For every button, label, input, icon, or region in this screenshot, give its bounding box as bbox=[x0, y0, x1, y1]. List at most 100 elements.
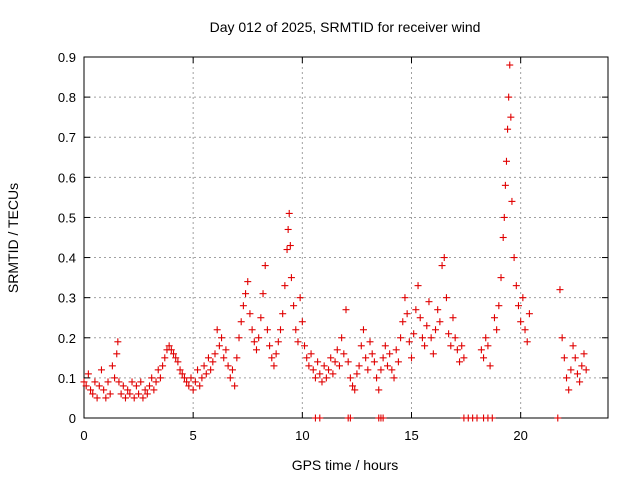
data-point bbox=[381, 342, 389, 350]
data-point bbox=[285, 209, 293, 217]
data-point bbox=[191, 378, 199, 386]
y-tick-label: 0.6 bbox=[58, 170, 76, 185]
data-point bbox=[89, 390, 97, 398]
data-point bbox=[91, 378, 99, 386]
y-tick-label: 0.5 bbox=[58, 210, 76, 225]
data-point bbox=[497, 274, 505, 282]
data-point bbox=[525, 310, 533, 318]
zero-point bbox=[346, 414, 354, 422]
y-tick-label: 0.4 bbox=[58, 251, 76, 266]
data-point bbox=[239, 302, 247, 310]
data-point bbox=[436, 318, 444, 326]
data-point bbox=[270, 362, 278, 370]
data-point bbox=[401, 294, 409, 302]
data-point bbox=[484, 342, 492, 350]
data-point bbox=[115, 378, 123, 386]
data-point bbox=[80, 378, 88, 386]
data-point bbox=[126, 390, 134, 398]
data-point bbox=[351, 386, 359, 394]
data-point bbox=[569, 342, 577, 350]
y-tick-label: 0.2 bbox=[58, 331, 76, 346]
data-point bbox=[213, 326, 221, 334]
data-point bbox=[189, 386, 197, 394]
data-point bbox=[228, 366, 236, 374]
data-point bbox=[440, 254, 448, 262]
data-point bbox=[82, 382, 90, 390]
data-point bbox=[578, 362, 586, 370]
data-point bbox=[121, 394, 129, 402]
data-point bbox=[141, 386, 149, 394]
data-point bbox=[449, 314, 457, 322]
data-point bbox=[252, 346, 260, 354]
data-point bbox=[346, 374, 354, 382]
y-tick-label: 0.3 bbox=[58, 291, 76, 306]
data-point bbox=[500, 213, 508, 221]
data-point bbox=[438, 262, 446, 270]
data-point bbox=[95, 382, 103, 390]
data-point bbox=[567, 366, 575, 374]
data-point bbox=[218, 334, 226, 342]
data-point bbox=[272, 350, 280, 358]
data-point bbox=[211, 350, 219, 358]
y-tick-label: 0.8 bbox=[58, 90, 76, 105]
data-point bbox=[338, 334, 346, 342]
data-point bbox=[510, 254, 518, 262]
data-point bbox=[502, 157, 510, 165]
data-point bbox=[379, 354, 387, 362]
data-point bbox=[106, 390, 114, 398]
data-point bbox=[135, 390, 143, 398]
data-point bbox=[368, 350, 376, 358]
data-point bbox=[386, 350, 394, 358]
data-point bbox=[266, 342, 274, 350]
data-point bbox=[414, 282, 422, 290]
data-point bbox=[198, 374, 206, 382]
data-point bbox=[495, 302, 503, 310]
data-point bbox=[180, 374, 188, 382]
data-point bbox=[257, 314, 265, 322]
data-point bbox=[318, 378, 326, 386]
data-point bbox=[456, 358, 464, 366]
zero-point bbox=[488, 414, 496, 422]
y-tick-label: 0 bbox=[69, 411, 76, 426]
data-point bbox=[486, 362, 494, 370]
data-point bbox=[233, 354, 241, 362]
data-point bbox=[582, 366, 590, 374]
data-point bbox=[154, 366, 162, 374]
data-point bbox=[102, 394, 110, 402]
data-point bbox=[301, 342, 309, 350]
x-tick-label: 0 bbox=[80, 428, 87, 443]
data-point bbox=[353, 370, 361, 378]
data-point bbox=[209, 358, 217, 366]
data-point bbox=[279, 310, 287, 318]
data-point bbox=[357, 342, 365, 350]
y-tick-label: 0.7 bbox=[58, 130, 76, 145]
data-point bbox=[460, 354, 468, 362]
data-point bbox=[156, 374, 164, 382]
data-point bbox=[565, 386, 573, 394]
data-point bbox=[508, 197, 516, 205]
grid-layer bbox=[84, 57, 608, 418]
data-point bbox=[556, 286, 564, 294]
data-point bbox=[327, 354, 335, 362]
data-point bbox=[523, 338, 531, 346]
data-point bbox=[148, 374, 156, 382]
data-point bbox=[187, 374, 195, 382]
data-point bbox=[284, 225, 292, 233]
data-point bbox=[237, 318, 245, 326]
data-point bbox=[146, 382, 153, 390]
data-point bbox=[445, 330, 453, 338]
data-point bbox=[429, 350, 437, 358]
data-point bbox=[114, 338, 122, 346]
data-point bbox=[194, 366, 202, 374]
data-point bbox=[421, 342, 429, 350]
data-point bbox=[394, 358, 402, 366]
data-point bbox=[370, 358, 378, 366]
data-point bbox=[333, 346, 341, 354]
data-point bbox=[117, 390, 125, 398]
data-point bbox=[320, 362, 328, 370]
data-point bbox=[139, 394, 147, 402]
data-point bbox=[377, 366, 385, 374]
data-point bbox=[178, 370, 186, 378]
data-point bbox=[290, 302, 298, 310]
